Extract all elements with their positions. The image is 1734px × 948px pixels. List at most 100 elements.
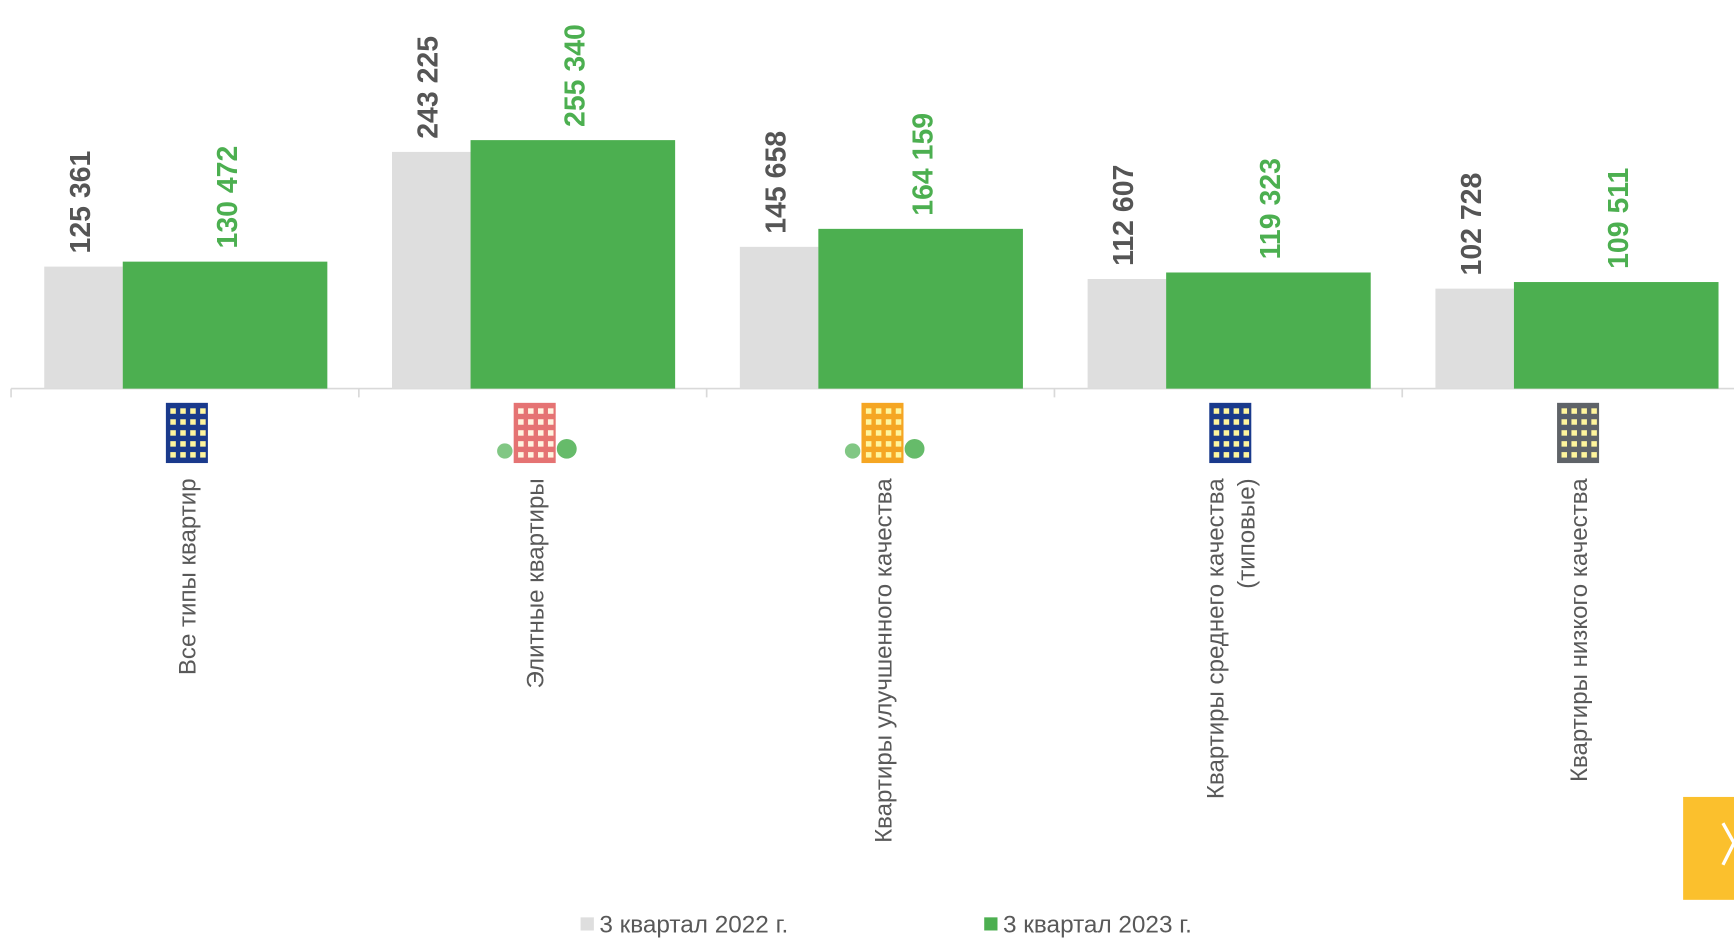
window xyxy=(547,419,554,425)
window xyxy=(518,419,524,425)
bar xyxy=(1513,282,1719,389)
window xyxy=(1561,452,1568,458)
window xyxy=(200,430,206,436)
window xyxy=(538,430,544,436)
next-button[interactable] xyxy=(1683,796,1734,900)
category-label-line: Квартиры среднего качества xyxy=(1203,478,1230,799)
window xyxy=(1223,430,1230,436)
window xyxy=(518,430,524,436)
window xyxy=(190,419,196,425)
bar xyxy=(1166,272,1371,389)
bar xyxy=(739,246,819,389)
window xyxy=(1243,441,1250,447)
window xyxy=(875,408,882,414)
value-label: 119 323 xyxy=(1255,158,1287,259)
window xyxy=(895,430,902,436)
category-icon xyxy=(1209,402,1252,464)
window xyxy=(190,452,196,458)
window xyxy=(180,452,186,458)
bar xyxy=(122,261,328,389)
window xyxy=(200,419,206,425)
category-label: Квартиры улучшенного качества xyxy=(870,478,897,843)
window xyxy=(190,408,196,414)
category-label-line: Квартиры улучшенного качества xyxy=(870,478,897,843)
window xyxy=(1561,408,1568,414)
window xyxy=(180,419,186,425)
category-label-line: Все типы квартир xyxy=(175,478,202,675)
window xyxy=(885,430,892,436)
window xyxy=(538,408,544,414)
window xyxy=(1591,430,1597,436)
window xyxy=(1213,452,1220,458)
next-button-bg[interactable] xyxy=(1683,796,1734,900)
window xyxy=(865,408,872,414)
bar xyxy=(44,266,123,389)
window xyxy=(885,452,892,458)
window xyxy=(865,419,872,425)
window xyxy=(170,419,176,425)
value-label: 255 340 xyxy=(560,24,592,127)
window xyxy=(190,430,196,436)
legend-swatch xyxy=(984,917,998,931)
window xyxy=(170,441,176,447)
window xyxy=(547,430,554,436)
window xyxy=(885,441,892,447)
window xyxy=(1571,419,1577,425)
window xyxy=(1591,419,1597,425)
window xyxy=(885,419,892,425)
window xyxy=(895,441,902,447)
window xyxy=(895,419,902,425)
window xyxy=(1581,408,1587,414)
window xyxy=(1561,441,1568,447)
window xyxy=(1233,441,1240,447)
bar xyxy=(392,151,471,389)
window xyxy=(1581,419,1587,425)
window xyxy=(518,452,524,458)
legend-label: 3 квартал 2022 г. xyxy=(599,912,788,939)
window xyxy=(1571,441,1577,447)
category-label: Квартиры среднего качества (типовые) xyxy=(1203,478,1261,799)
window xyxy=(865,452,872,458)
window xyxy=(180,430,186,436)
category-icon xyxy=(1557,402,1600,464)
window xyxy=(190,441,196,447)
window xyxy=(1213,419,1220,425)
window xyxy=(1571,408,1577,414)
window xyxy=(1243,430,1250,436)
window xyxy=(875,441,882,447)
window xyxy=(875,452,882,458)
window xyxy=(170,452,176,458)
window xyxy=(875,430,882,436)
window xyxy=(180,408,186,414)
window xyxy=(1213,441,1220,447)
window xyxy=(1591,408,1597,414)
window xyxy=(865,430,872,436)
window xyxy=(170,430,176,436)
window xyxy=(1571,452,1577,458)
window xyxy=(1581,452,1587,458)
window xyxy=(538,452,544,458)
value-label: 112 607 xyxy=(1108,165,1140,266)
window xyxy=(528,419,534,425)
window xyxy=(518,408,524,414)
category-icon xyxy=(844,402,925,464)
category-icon xyxy=(165,402,208,464)
window xyxy=(885,408,892,414)
window xyxy=(1571,430,1577,436)
window xyxy=(200,408,206,414)
window xyxy=(895,408,902,414)
value-label: 125 361 xyxy=(65,151,97,254)
category-icon xyxy=(497,402,577,464)
value-label: 145 658 xyxy=(760,131,792,234)
value-label: 164 159 xyxy=(907,113,939,216)
value-label: 102 728 xyxy=(1456,173,1488,276)
window xyxy=(547,408,554,414)
value-label: 130 472 xyxy=(212,146,244,249)
window xyxy=(1243,419,1250,425)
window xyxy=(875,419,882,425)
window xyxy=(1233,452,1240,458)
window xyxy=(547,452,554,458)
window xyxy=(518,441,524,447)
window xyxy=(1223,419,1230,425)
